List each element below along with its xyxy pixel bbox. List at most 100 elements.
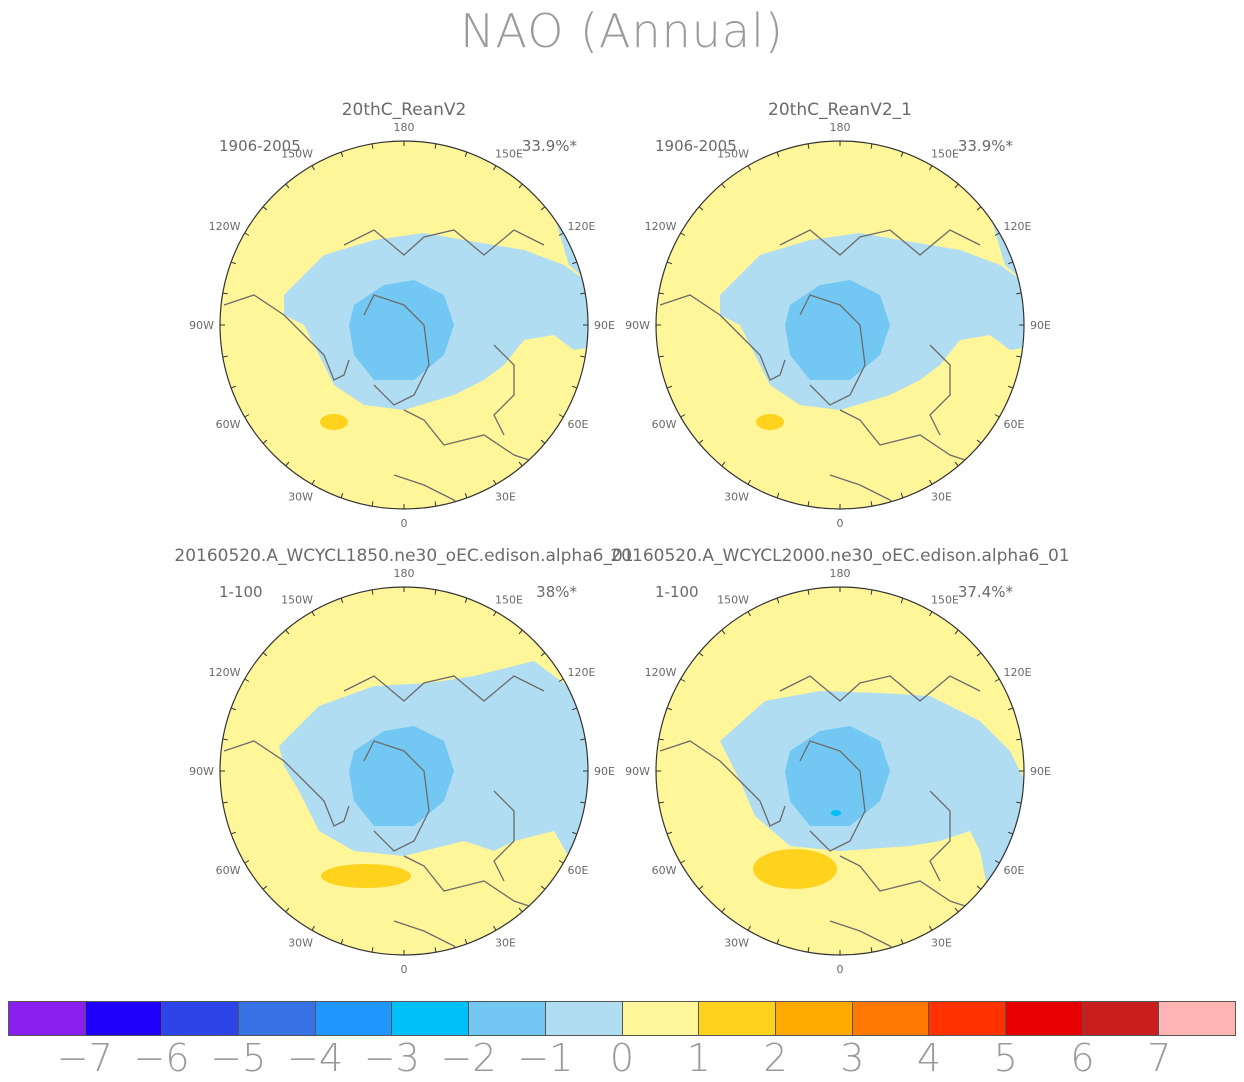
boundary-tick — [680, 860, 686, 864]
colorbar-tick-label: 1 — [686, 1036, 711, 1080]
colorbar-tick-label: 6 — [1070, 1036, 1095, 1080]
longitude-label: 30W — [288, 936, 313, 949]
longitude-label: 60E — [1003, 864, 1024, 877]
map-fill — [656, 141, 1024, 509]
boundary-tick — [747, 479, 751, 485]
boundary-tick — [244, 414, 250, 418]
boundary-tick — [244, 232, 250, 236]
colorbar-swatch — [315, 1002, 393, 1035]
longitude-label: 60W — [652, 418, 677, 431]
coastline — [659, 294, 786, 381]
boundary-tick — [776, 939, 780, 945]
boundary-tick — [222, 355, 228, 358]
coastline — [223, 740, 350, 827]
colorbar-tick-label: −1 — [517, 1036, 574, 1080]
coastline — [659, 740, 786, 827]
longitude-label: 150E — [495, 594, 523, 607]
boundary-tick — [464, 939, 468, 945]
longitude-label: 30E — [931, 490, 952, 503]
longitude-label: 60E — [1003, 418, 1024, 431]
boundary-tick — [558, 860, 564, 864]
boundary-tick — [518, 183, 523, 189]
map-panel: 180 150E 120E 90E 60E 30E 0 30W 60W 90W 120W 150W 20… — [174, 546, 633, 976]
coastline — [779, 229, 981, 256]
longitude-label: 120E — [1003, 220, 1031, 233]
boundary-tick — [340, 151, 344, 157]
boundary-tick — [540, 652, 546, 657]
boundary-tick — [434, 501, 437, 507]
coastline — [929, 790, 951, 882]
colorbar-swatch — [622, 1002, 700, 1035]
longitude-label: 120W — [645, 220, 677, 233]
boundary-tick — [698, 439, 704, 444]
boundary-tick — [230, 707, 236, 711]
boundary-tick — [285, 183, 290, 189]
map-panel: 180 150E 120E 90E 60E 30E 0 30W 60W 90W 120W 150W 20… — [610, 546, 1069, 976]
boundary-tick — [870, 143, 873, 149]
longitude-label: 0 — [401, 963, 408, 976]
longitude-label: 180 — [394, 121, 415, 134]
boundary-tick — [698, 652, 704, 657]
boundary-tick — [776, 151, 780, 157]
boundary-tick — [747, 611, 751, 617]
boundary-tick — [572, 707, 578, 711]
longitude-label: 30E — [495, 490, 516, 503]
longitude-label: 180 — [394, 567, 415, 580]
boundary-tick — [262, 652, 268, 657]
boundary-tick — [954, 629, 959, 635]
longitude-label: 30W — [724, 936, 749, 949]
boundary-tick — [540, 439, 546, 444]
boundary-tick — [807, 589, 810, 595]
panel-title: 20160520.A_WCYCL2000.ne30_oEC.edison.alp… — [610, 546, 1069, 566]
boundary-tick — [493, 165, 497, 171]
colorbar-swatch — [469, 1002, 546, 1035]
boundary-tick — [1016, 292, 1022, 295]
boundary-tick — [540, 885, 546, 890]
boundary-tick — [493, 611, 497, 617]
boundary-tick — [1008, 831, 1014, 835]
boundary-tick — [994, 678, 1000, 682]
boundary-tick — [1008, 261, 1014, 265]
boundary-tick — [493, 925, 497, 931]
boundary-tick — [658, 801, 664, 804]
longitude-label: 0 — [401, 517, 408, 530]
colorbar-swatch — [85, 1002, 163, 1035]
coastline — [343, 675, 545, 702]
panel-variance: 38%* — [536, 583, 577, 601]
boundary-tick — [1008, 707, 1014, 711]
colorbar — [8, 1001, 1236, 1036]
boundary-tick — [1016, 738, 1022, 741]
boundary-tick — [464, 151, 468, 157]
boundary-tick — [244, 678, 250, 682]
coastline — [363, 740, 430, 852]
boundary-tick — [580, 292, 586, 295]
longitude-label: 90W — [625, 319, 650, 332]
boundary-tick — [929, 479, 933, 485]
boundary-tick — [371, 143, 374, 149]
boundary-tick — [900, 493, 904, 499]
boundary-tick — [230, 385, 236, 389]
boundary-tick — [747, 925, 751, 931]
boundary-tick — [518, 907, 523, 913]
boundary-tick — [580, 801, 586, 804]
boundary-tick — [580, 355, 586, 358]
boundary-tick — [558, 678, 564, 682]
longitude-label: 90E — [594, 319, 615, 332]
boundary-tick — [262, 206, 268, 211]
boundary-tick — [311, 611, 315, 617]
boundary-tick — [580, 738, 586, 741]
longitude-label: 150E — [495, 148, 523, 161]
map-panel: 180 150E 120E 90E 60E 30E 0 30W 60W 90W 120W 150W 20… — [625, 100, 1051, 530]
boundary-tick — [340, 597, 344, 603]
boundary-tick — [698, 206, 704, 211]
boundary-tick — [954, 183, 959, 189]
boundary-tick — [666, 831, 672, 835]
boundary-tick — [976, 206, 982, 211]
colorbar-labels: −7 −6 −5 −4 −3 −2 −1 0 1 2 3 4 5 6 7 — [0, 1036, 1244, 1082]
colorbar-tick-label: −2 — [440, 1036, 497, 1080]
boundary-tick — [807, 501, 810, 507]
boundary-tick — [464, 493, 468, 499]
boundary-tick — [244, 860, 250, 864]
strong-positive-region — [320, 414, 348, 430]
strong-positive-region — [321, 864, 411, 888]
